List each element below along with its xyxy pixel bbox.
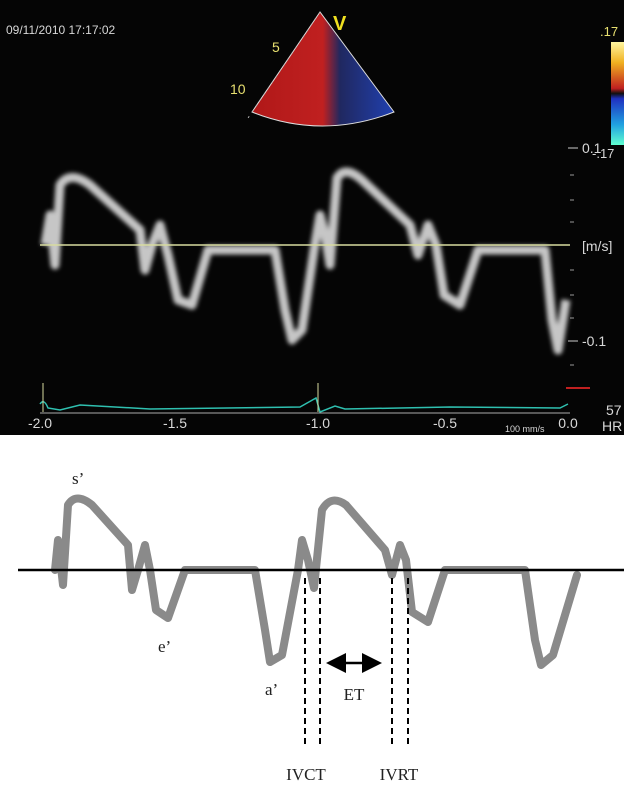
color-sector [251,11,395,127]
et-label: ET [344,685,365,704]
color-scale-top: .17 [600,24,618,39]
depth-scale [247,11,321,119]
ivct-label: IVCT [286,765,326,784]
ivrt-label: IVRT [380,765,419,784]
heart-rate-unit: HR [602,418,622,434]
s-wave-label: s’ [72,469,84,488]
heart-rate: 57 [606,402,622,418]
schematic-panel: s’ e’ a’ ET IVCT IVRT [18,469,624,784]
ultrasound-panel: 09/11/2010 17:17:02 V 5 10 .17 -.17 0.1 … [0,0,624,435]
time-label: -2.0 [28,415,52,431]
e-wave-label: e’ [158,637,171,656]
velocity-label-bottom: -0.1 [582,333,606,349]
probe-marker: V [333,13,347,35]
time-label: -0.5 [433,415,457,431]
time-label: -1.5 [163,415,187,431]
interval-markers [304,578,409,748]
doppler-signal [40,167,571,355]
depth-label: 5 [272,39,280,55]
depth-label: 10 [230,81,246,97]
color-bar [611,42,624,145]
velocity-unit: [m/s] [582,238,612,254]
color-scale-bottom: -.17 [592,146,614,161]
timestamp: 09/11/2010 17:17:02 [6,23,116,37]
time-label: 0.0 [558,415,578,431]
time-label: -1.0 [306,415,330,431]
minor-ticks [570,174,574,366]
a-wave-label: a’ [265,680,278,699]
waveform-schematic [51,494,581,669]
sweep-speed: 100 mm/s [505,424,545,434]
velocity-label-top: 0.1 [582,140,602,156]
